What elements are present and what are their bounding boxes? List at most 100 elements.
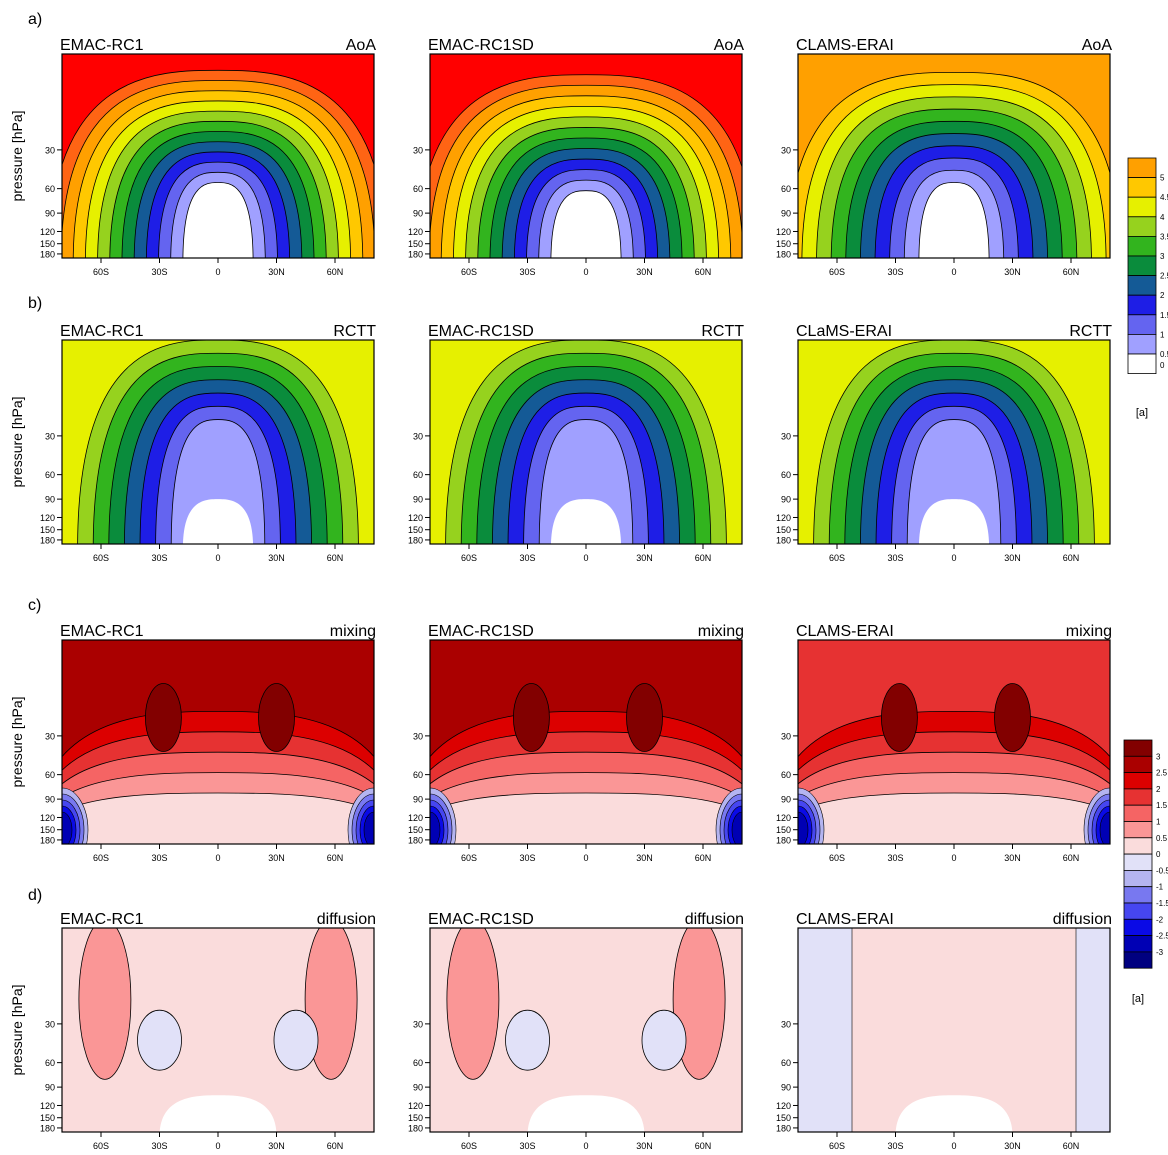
panel-right-title: RCTT	[701, 323, 744, 340]
positive-band	[78, 928, 132, 1080]
panel-right-title: AoA	[346, 37, 377, 54]
y-tick-label: 120	[40, 813, 55, 823]
panel-right-title: AoA	[1082, 37, 1113, 54]
colorbar-box	[1123, 739, 1153, 757]
colorbar-tick-label: 2.5	[1156, 769, 1168, 778]
colorbar-box	[1123, 902, 1153, 920]
colorbar-tick-label: -1	[1156, 883, 1164, 892]
y-tick-label: 150	[776, 239, 791, 249]
y-tick-label: 90	[45, 1083, 55, 1093]
x-tick-label: 30N	[636, 1141, 653, 1151]
polar-negative-band	[1099, 811, 1110, 844]
maximum-core	[626, 683, 663, 752]
y-tick-label: 30	[413, 431, 423, 441]
panel-left-title: CLAMS-ERAI	[796, 37, 894, 54]
row-label: c)	[28, 597, 41, 614]
x-tick-label: 30S	[151, 853, 167, 863]
colorbar-unit: [a]	[1136, 407, 1148, 419]
y-axis-label: pressure [hPa]	[9, 984, 25, 1075]
colorbar-tick-label: 3	[1156, 752, 1161, 761]
y-tick-label: 120	[776, 227, 791, 237]
colorbar-tick-label: 0.5	[1160, 350, 1168, 359]
negative-band	[505, 1009, 550, 1071]
panel-left-title: EMAC-RC1	[60, 623, 144, 640]
y-tick-label: 120	[408, 513, 423, 523]
y-tick-label: 180	[776, 1123, 791, 1133]
x-tick-label: 60S	[93, 853, 109, 863]
y-tick-label: 180	[40, 535, 55, 545]
colorbar-box	[1123, 853, 1153, 871]
colorbar-box	[1123, 804, 1153, 822]
x-tick-label: 0	[583, 1141, 588, 1151]
colorbar-box	[1127, 275, 1157, 296]
x-tick-label: 60N	[695, 267, 712, 277]
x-tick-label: 60N	[695, 1141, 712, 1151]
x-tick-label: 30S	[519, 553, 535, 563]
y-tick-label: 180	[40, 1123, 55, 1133]
x-tick-label: 30S	[151, 553, 167, 563]
x-tick-label: 30N	[1004, 853, 1021, 863]
colorbar-tick-label: 2.5	[1160, 272, 1168, 281]
y-tick-label: 30	[45, 145, 55, 155]
colorbar-box	[1127, 314, 1157, 335]
panel-grid: EMAC-RC1 AoA 30 60 90 120 150 180 60S 30S 0 30N 60N p…	[9, 37, 1113, 1151]
panel-left-title: CLaMS-ERAI	[796, 323, 892, 340]
colorbar-box	[1127, 255, 1157, 277]
x-tick-label: 30S	[151, 267, 167, 277]
y-tick-label: 120	[776, 1101, 791, 1111]
x-tick-label: 60S	[93, 553, 109, 563]
y-tick-label: 60	[781, 1058, 791, 1068]
negative-band	[641, 1009, 687, 1071]
y-tick-label: 30	[45, 1019, 55, 1029]
y-axis-label: pressure [hPa]	[9, 110, 25, 201]
colorbar-tick-label: 2	[1160, 291, 1165, 300]
panel-right-title: RCTT	[333, 323, 376, 340]
polar-negative-band	[363, 811, 374, 844]
y-tick-label: 60	[413, 184, 423, 194]
diverging-colorbar: 3 2.5 2 1.5 1 0.5 0 -0.5 -1 -1.5 -2 -2.5 -3 [a]	[1123, 739, 1168, 1005]
x-tick-label: 60N	[327, 1141, 344, 1151]
x-tick-label: 0	[951, 1141, 956, 1151]
x-tick-label: 60N	[327, 853, 344, 863]
x-tick-label: 60N	[695, 553, 712, 563]
x-tick-label: 0	[215, 1141, 220, 1151]
x-tick-label: 0	[583, 853, 588, 863]
y-tick-label: 120	[408, 227, 423, 237]
x-tick-label: 30S	[519, 1141, 535, 1151]
contour-field	[798, 640, 1110, 844]
maximum-core	[994, 683, 1031, 752]
colorbar-box	[1127, 235, 1157, 257]
y-tick-label: 60	[45, 184, 55, 194]
colorbar-tick-label: -1.5	[1156, 899, 1168, 908]
panel-left-title: EMAC-RC1	[60, 323, 144, 340]
x-tick-label: 60N	[1063, 853, 1080, 863]
y-tick-label: 30	[781, 431, 791, 441]
colorbar-box	[1127, 294, 1157, 316]
contour-field	[430, 54, 742, 258]
x-tick-label: 30S	[887, 553, 903, 563]
x-tick-label: 30S	[519, 853, 535, 863]
x-tick-label: 0	[951, 267, 956, 277]
y-tick-label: 90	[781, 209, 791, 219]
y-tick-label: 30	[45, 731, 55, 741]
colorbar-box	[1127, 353, 1157, 375]
panel-right-title: mixing	[1066, 623, 1112, 640]
contour-band	[918, 182, 990, 258]
negative-band	[137, 1009, 182, 1071]
contour-field	[798, 54, 1110, 258]
panel-left-title: EMAC-RC1SD	[428, 323, 534, 340]
x-tick-label: 60N	[1063, 553, 1080, 563]
negative-band	[273, 1009, 319, 1071]
contour-field	[62, 928, 374, 1132]
y-tick-label: 180	[776, 835, 791, 845]
y-tick-label: 60	[781, 770, 791, 780]
colorbar-box	[1123, 821, 1153, 839]
x-tick-label: 30N	[636, 853, 653, 863]
colorbar-box	[1123, 918, 1153, 936]
row-label: d)	[28, 887, 42, 904]
panel-right-title: diffusion	[317, 911, 376, 928]
x-tick-label: 60S	[461, 553, 477, 563]
x-tick-label: 0	[951, 553, 956, 563]
